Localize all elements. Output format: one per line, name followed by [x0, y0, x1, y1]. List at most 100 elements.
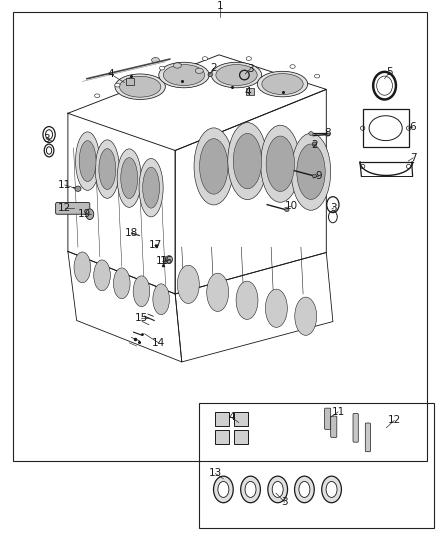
Ellipse shape: [262, 74, 303, 94]
Ellipse shape: [309, 132, 313, 135]
Ellipse shape: [94, 260, 110, 290]
Bar: [215, 430, 229, 444]
Text: 1: 1: [216, 1, 223, 11]
Ellipse shape: [261, 125, 300, 203]
Text: 3: 3: [42, 134, 49, 144]
Text: 11: 11: [58, 180, 71, 190]
Text: 19: 19: [78, 209, 91, 219]
Ellipse shape: [312, 142, 317, 146]
Text: 4: 4: [107, 69, 114, 79]
Ellipse shape: [133, 276, 150, 306]
Ellipse shape: [265, 289, 287, 327]
Ellipse shape: [207, 273, 229, 311]
Ellipse shape: [173, 63, 181, 68]
Bar: [363, 109, 409, 147]
FancyBboxPatch shape: [365, 423, 371, 451]
Ellipse shape: [228, 123, 267, 200]
Text: 4: 4: [244, 87, 251, 97]
Ellipse shape: [299, 481, 310, 497]
Text: 10: 10: [285, 201, 298, 211]
Text: 6: 6: [410, 122, 417, 132]
Ellipse shape: [152, 58, 159, 63]
Ellipse shape: [245, 481, 256, 497]
Text: 12: 12: [388, 415, 401, 425]
Text: 16: 16: [160, 256, 173, 266]
Ellipse shape: [246, 56, 251, 60]
Ellipse shape: [233, 133, 261, 189]
Ellipse shape: [268, 476, 287, 503]
Ellipse shape: [121, 158, 138, 199]
Ellipse shape: [195, 68, 203, 74]
Ellipse shape: [117, 149, 141, 207]
Text: 15: 15: [134, 313, 148, 323]
FancyBboxPatch shape: [56, 203, 90, 214]
Ellipse shape: [74, 252, 91, 283]
Bar: [199, 403, 434, 528]
Bar: [13, 12, 427, 461]
Ellipse shape: [202, 56, 208, 60]
Ellipse shape: [200, 139, 228, 194]
Ellipse shape: [208, 72, 212, 77]
Ellipse shape: [75, 186, 81, 191]
Text: 7: 7: [410, 153, 417, 163]
Ellipse shape: [295, 297, 317, 335]
Ellipse shape: [159, 62, 209, 88]
Text: 18: 18: [125, 228, 138, 238]
Text: 13: 13: [209, 469, 222, 479]
Text: 11: 11: [155, 256, 169, 266]
Bar: [234, 430, 248, 444]
Ellipse shape: [113, 268, 130, 298]
Ellipse shape: [257, 71, 307, 97]
Ellipse shape: [166, 256, 173, 263]
Text: 8: 8: [324, 128, 331, 139]
Ellipse shape: [95, 140, 119, 198]
Bar: [246, 88, 254, 95]
Text: 4: 4: [228, 412, 235, 422]
Text: 3: 3: [281, 497, 288, 507]
Ellipse shape: [294, 476, 314, 503]
Ellipse shape: [291, 133, 331, 210]
Ellipse shape: [163, 64, 205, 85]
FancyBboxPatch shape: [353, 414, 358, 442]
Ellipse shape: [266, 136, 294, 191]
Ellipse shape: [211, 62, 262, 88]
Ellipse shape: [139, 158, 163, 217]
Ellipse shape: [214, 476, 233, 503]
Ellipse shape: [76, 132, 100, 190]
Text: 9: 9: [315, 171, 322, 181]
Text: 17: 17: [149, 240, 162, 250]
Ellipse shape: [115, 74, 166, 100]
Ellipse shape: [326, 481, 337, 497]
Ellipse shape: [153, 284, 170, 314]
Text: 3: 3: [247, 63, 254, 74]
Ellipse shape: [177, 265, 199, 303]
Ellipse shape: [325, 133, 330, 136]
Ellipse shape: [240, 476, 260, 503]
Ellipse shape: [159, 66, 165, 70]
FancyBboxPatch shape: [325, 408, 331, 430]
Ellipse shape: [290, 64, 295, 68]
Ellipse shape: [272, 481, 283, 497]
Text: 14: 14: [152, 338, 165, 348]
Ellipse shape: [115, 83, 120, 87]
Text: 2: 2: [311, 140, 318, 150]
Ellipse shape: [95, 94, 100, 98]
Ellipse shape: [218, 481, 229, 497]
Text: 2: 2: [210, 63, 217, 73]
Text: 11: 11: [332, 407, 345, 417]
Ellipse shape: [79, 141, 96, 182]
Ellipse shape: [236, 281, 258, 319]
Ellipse shape: [143, 167, 159, 208]
Ellipse shape: [321, 476, 342, 503]
Bar: [234, 412, 248, 426]
Text: 12: 12: [58, 203, 71, 213]
Ellipse shape: [312, 174, 317, 177]
Ellipse shape: [297, 144, 325, 199]
Ellipse shape: [99, 149, 116, 190]
Ellipse shape: [216, 64, 257, 85]
Ellipse shape: [120, 76, 161, 97]
Text: 3: 3: [330, 203, 337, 213]
Text: 5: 5: [386, 67, 393, 77]
FancyBboxPatch shape: [331, 416, 337, 438]
Ellipse shape: [194, 128, 233, 205]
